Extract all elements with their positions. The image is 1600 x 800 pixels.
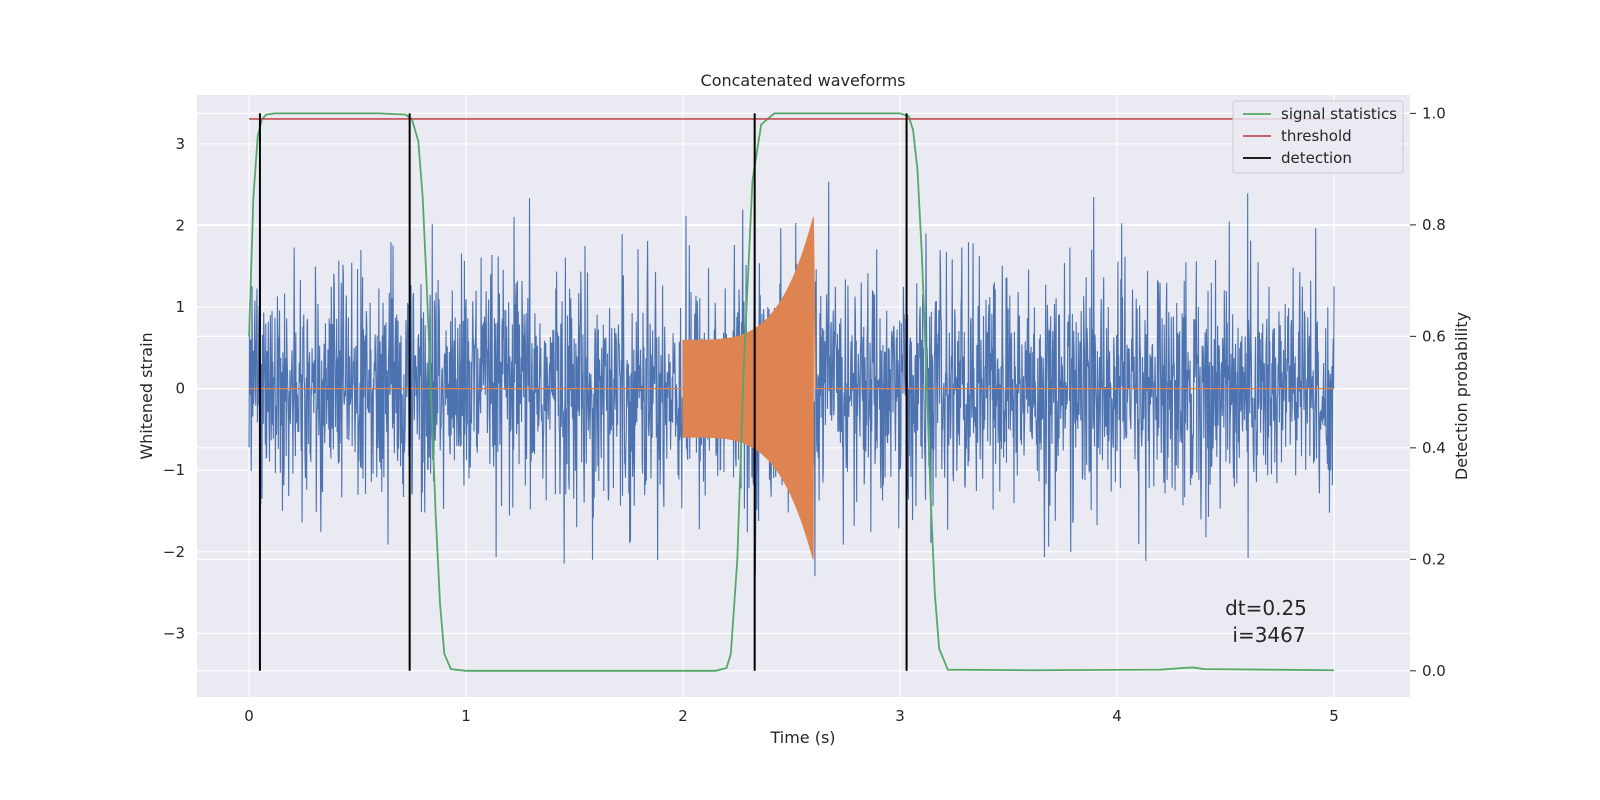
- chart-title: Concatenated waveforms: [701, 71, 906, 90]
- x-tick-label: 4: [1112, 707, 1122, 725]
- x-tick-label: 0: [244, 707, 254, 725]
- y2-tick-label: 0.6: [1422, 327, 1446, 345]
- y-tick-label: −2: [163, 543, 185, 561]
- plot-content: [248, 112, 1335, 672]
- signal-statistics-line: [248, 112, 1335, 672]
- signal-statistics-series: [248, 112, 1335, 672]
- y-tick-label: 0: [175, 380, 185, 398]
- y-tick-label: −3: [163, 624, 185, 642]
- y2-tick-label: 0.2: [1422, 550, 1446, 568]
- detection-series: [258, 113, 908, 671]
- x-axis-ticks: 0 1 2 3 4 5: [244, 707, 1339, 725]
- y-tick-label: 3: [175, 135, 185, 153]
- legend-label-detection: detection: [1281, 149, 1352, 167]
- x-tick-label: 3: [895, 707, 905, 725]
- legend-label-threshold: threshold: [1281, 127, 1352, 145]
- legend-label-signal-statistics: signal statistics: [1281, 105, 1397, 123]
- y-tick-label: 1: [175, 298, 185, 316]
- y2-tick-label: 0.0: [1422, 662, 1446, 680]
- annotation-dt: dt=0.25: [1225, 596, 1307, 620]
- injected-waveform-line: [249, 217, 1335, 560]
- y2-axis-ticks: 0.0 0.2 0.4 0.6 0.8 1.0: [1410, 104, 1446, 680]
- annotation-index: i=3467: [1232, 623, 1305, 647]
- x-tick-label: 2: [678, 707, 688, 725]
- y2-tick-label: 0.4: [1422, 439, 1446, 457]
- injected-waveform-series: [249, 217, 1335, 560]
- legend-frame: [1232, 100, 1404, 174]
- y-tick-label: 2: [175, 217, 185, 235]
- x-tick-label: 5: [1329, 707, 1339, 725]
- y-tick-label: −1: [163, 461, 185, 479]
- y2-axis-label: Detection probability: [1452, 312, 1471, 480]
- y-axis-ticks: −3 −2 −1 0 1 2 3: [163, 135, 185, 642]
- x-tick-label: 1: [461, 707, 471, 725]
- y2-tick-label: 1.0: [1422, 104, 1446, 122]
- y2-tick-label: 0.8: [1422, 216, 1446, 234]
- legend: signal statistics threshold detection: [1232, 100, 1404, 174]
- y-axis-label: Whitened strain: [137, 332, 156, 459]
- x-axis-label: Time (s): [769, 728, 835, 747]
